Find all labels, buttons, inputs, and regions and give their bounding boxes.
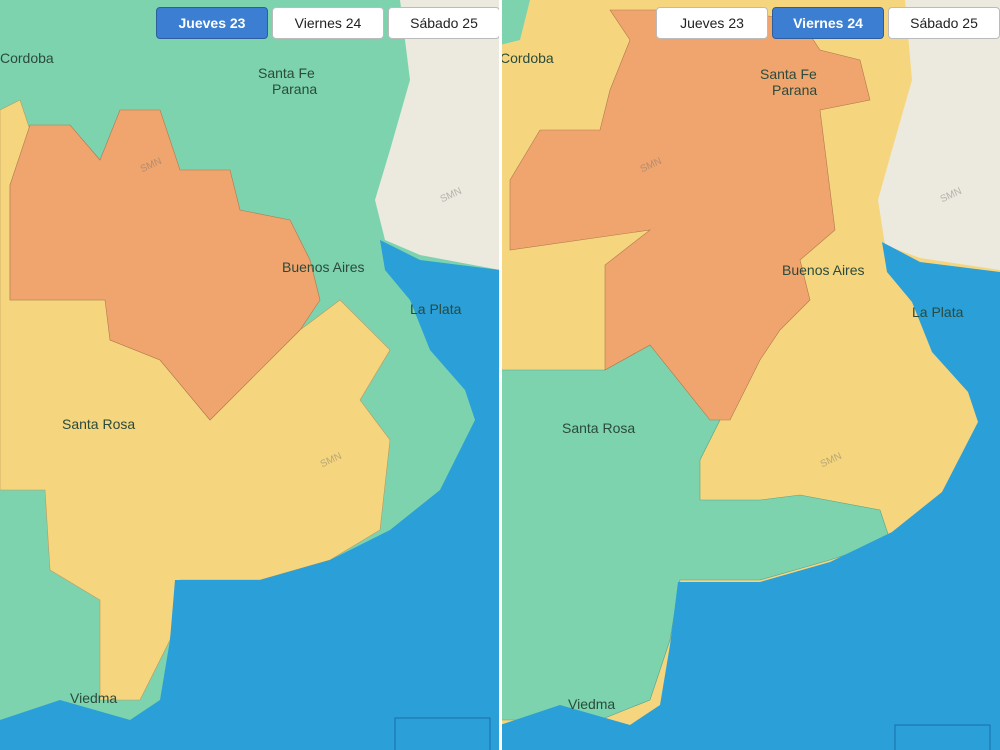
map-panel-friday[interactable]: Cordoba Santa Fe Parana Buenos Aires La … xyxy=(500,0,1000,750)
alert-map-friday xyxy=(500,0,1000,750)
sea xyxy=(0,240,500,750)
inset-map xyxy=(394,717,491,750)
tab-sabado[interactable]: Sábado 25 xyxy=(888,7,1000,39)
inset-map xyxy=(894,724,991,750)
city-label: Cordoba xyxy=(500,50,554,66)
city-label: Parana xyxy=(272,81,318,97)
alert-zone-orange xyxy=(9,109,321,421)
tab-jueves[interactable]: Jueves 23 xyxy=(656,7,768,39)
city-label: Buenos Aires xyxy=(782,262,865,278)
alert-map-thursday xyxy=(0,0,500,750)
day-tabs: Jueves 23 Viernes 24 Sábado 25 xyxy=(156,7,500,39)
tab-viernes[interactable]: Viernes 24 xyxy=(272,7,384,39)
city-label: La Plata xyxy=(912,304,964,320)
city-label: La Plata xyxy=(410,301,462,317)
city-label: Parana xyxy=(772,82,818,98)
tab-viernes[interactable]: Viernes 24 xyxy=(772,7,884,39)
land-uruguay xyxy=(375,0,500,270)
city-label: Buenos Aires xyxy=(282,259,365,275)
sea xyxy=(500,242,1000,750)
map-panel-thursday[interactable]: Cordoba Santa Fe Parana Buenos Aires La … xyxy=(0,0,500,750)
city-label: Santa Rosa xyxy=(62,416,136,432)
day-tabs: Jueves 23 Viernes 24 Sábado 25 xyxy=(656,7,1000,39)
tab-sabado[interactable]: Sábado 25 xyxy=(388,7,500,39)
city-label: Santa Rosa xyxy=(562,420,636,436)
city-label: Viedma xyxy=(568,696,616,712)
alert-zone-green xyxy=(500,0,530,45)
city-label: Santa Fe xyxy=(760,66,817,82)
city-label: Viedma xyxy=(70,690,118,706)
city-label: Cordoba xyxy=(0,50,54,66)
land-uruguay xyxy=(878,0,1000,270)
panel-divider xyxy=(499,0,502,750)
alert-zone-orange xyxy=(509,9,871,421)
tab-jueves[interactable]: Jueves 23 xyxy=(156,7,268,39)
city-label: Santa Fe xyxy=(258,65,315,81)
